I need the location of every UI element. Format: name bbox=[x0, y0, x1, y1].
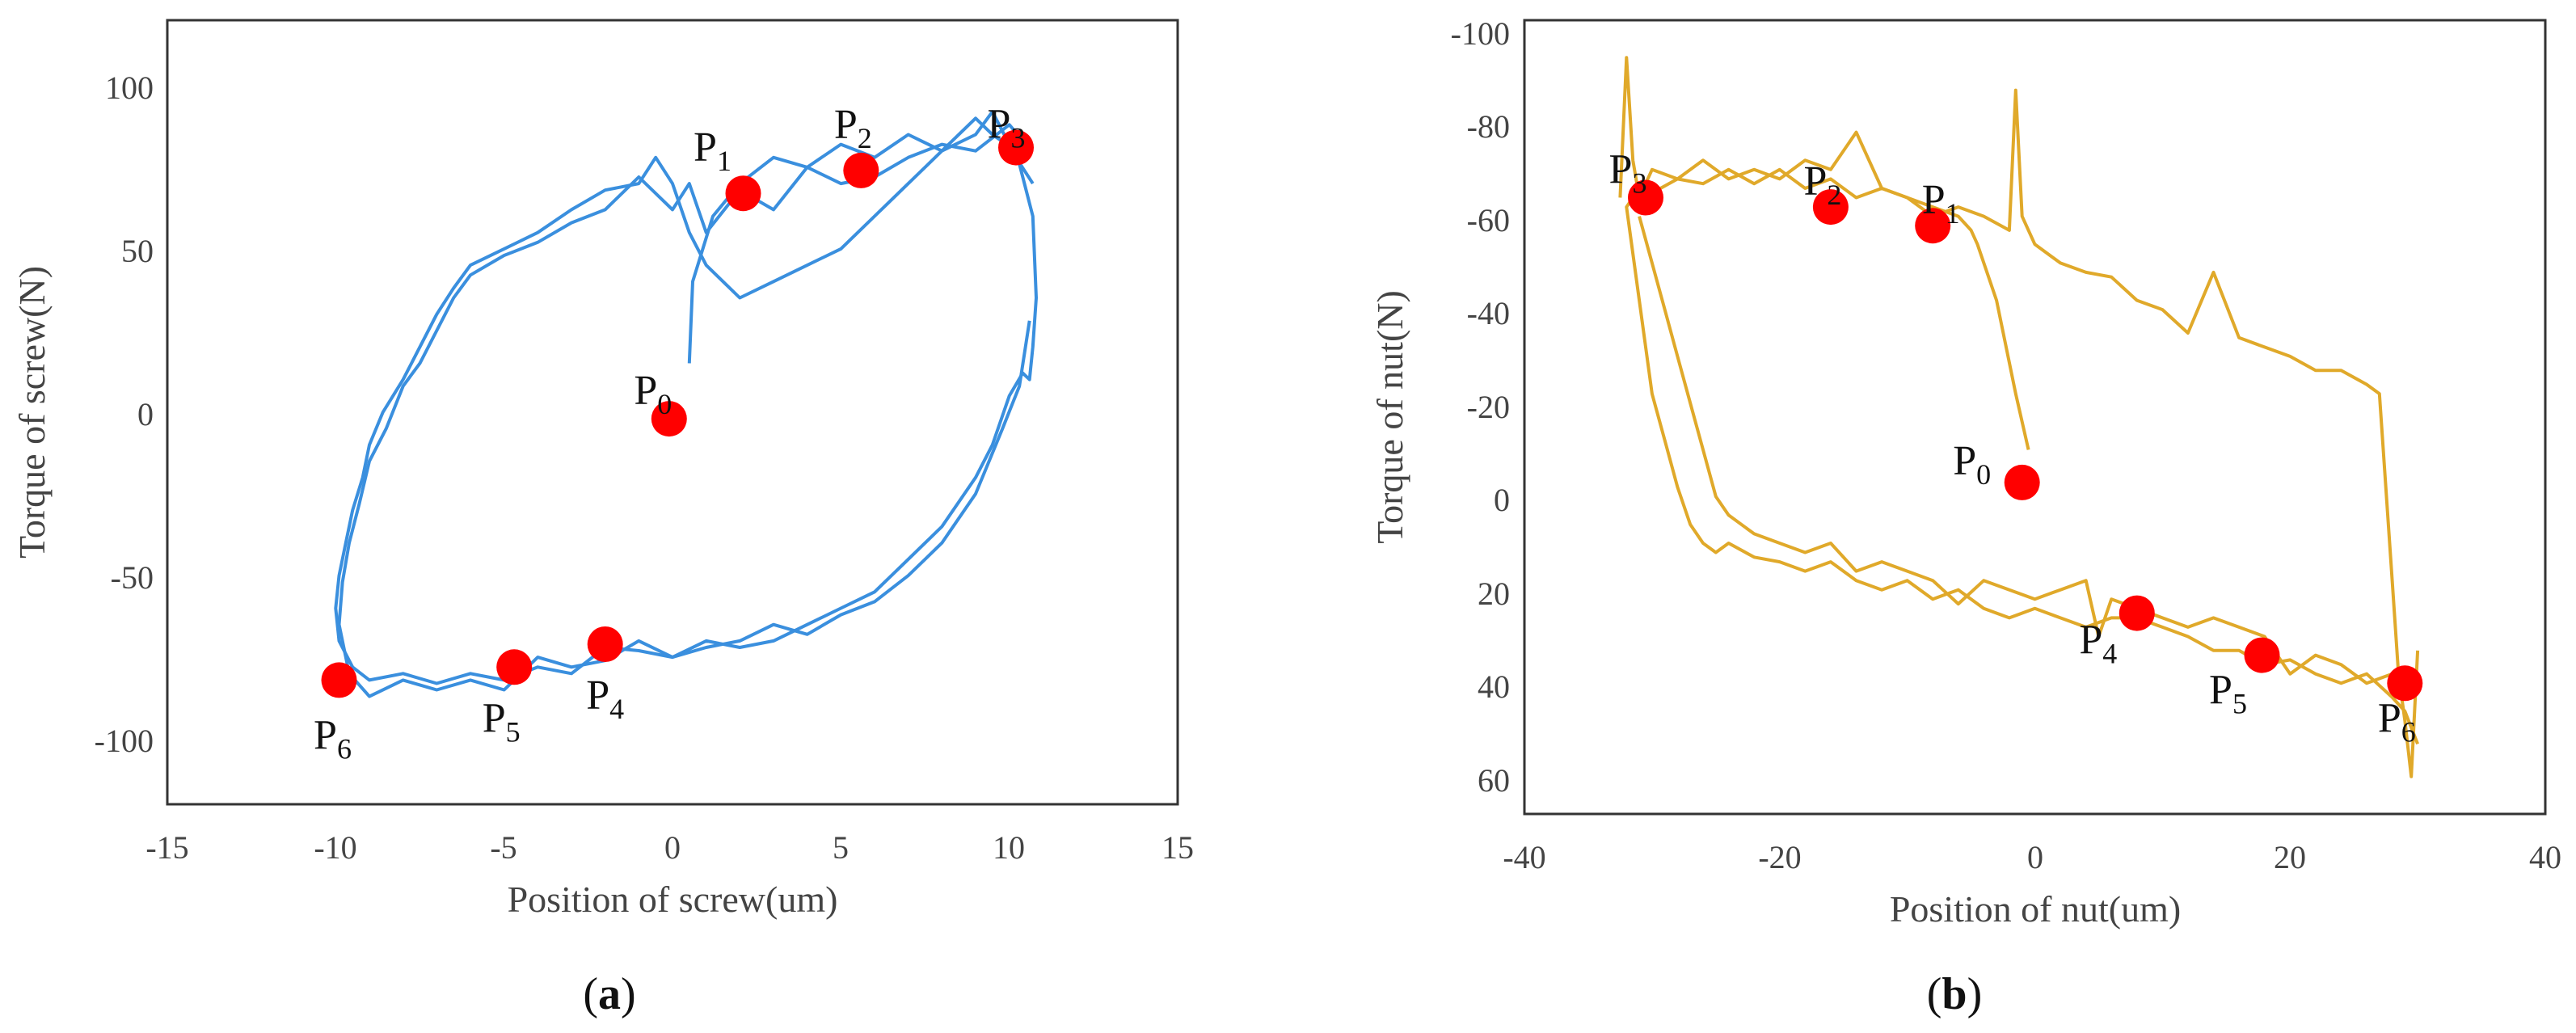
series-line bbox=[1618, 56, 2420, 778]
y-tick-label-b: 0 bbox=[1494, 482, 1510, 518]
y-tick-label-a: 100 bbox=[105, 70, 154, 106]
point-marker bbox=[2244, 637, 2280, 673]
point-marker bbox=[843, 152, 879, 188]
y-tick-label-b: 20 bbox=[1478, 576, 1510, 612]
y-tick-label-b: -60 bbox=[1467, 202, 1510, 238]
point-label: P1 bbox=[1922, 177, 1960, 230]
point-label: P6 bbox=[314, 712, 352, 765]
x-axis-title-b: Position of nut(um) bbox=[1890, 888, 2181, 930]
x-tick-label-a: 10 bbox=[993, 829, 1025, 866]
x-tick-label-a: 0 bbox=[664, 829, 681, 866]
point-label: P2 bbox=[1803, 158, 1841, 211]
point-marker bbox=[725, 175, 761, 212]
chart-panel-a: -15 -10 -5 0 5 10 15 100 50 0 -50 -100 P… bbox=[11, 19, 1194, 1019]
x-tick-label-a: -10 bbox=[314, 829, 356, 866]
x-tick-label-b: 20 bbox=[2274, 839, 2306, 875]
point-marker bbox=[651, 401, 687, 437]
plot-frame-a bbox=[166, 19, 1179, 806]
point-label: P4 bbox=[2079, 618, 2117, 670]
y-ticks-a: 100 50 0 -50 -100 bbox=[95, 70, 154, 759]
series-line bbox=[1638, 216, 2413, 698]
point-marker bbox=[998, 129, 1034, 166]
y-tick-label-a: 50 bbox=[121, 233, 154, 269]
y-tick-label-a: -50 bbox=[111, 559, 154, 596]
series-line bbox=[1625, 167, 2419, 745]
point-label: P2 bbox=[834, 102, 872, 154]
points-group-b: P0 P1 P2 P3 P4 P5 P6 bbox=[1609, 147, 2423, 748]
point-label: P3 bbox=[988, 102, 1026, 154]
x-tick-label-b: 40 bbox=[2529, 839, 2561, 875]
y-tick-label-a: -100 bbox=[95, 723, 154, 759]
point-label: P0 bbox=[1953, 438, 1991, 491]
series-line bbox=[334, 110, 1038, 685]
series-group-a bbox=[334, 110, 1038, 698]
plot-frame-b bbox=[1523, 19, 2547, 816]
point-marker bbox=[587, 626, 623, 662]
point-label: P5 bbox=[2209, 668, 2247, 720]
x-tick-label-a: -5 bbox=[490, 829, 516, 866]
point-label: P1 bbox=[694, 124, 731, 177]
x-tick-label-a: 5 bbox=[833, 829, 849, 866]
point-marker bbox=[2387, 665, 2423, 702]
point-label: P5 bbox=[483, 695, 521, 748]
y-tick-label-b: -100 bbox=[1451, 15, 1510, 52]
x-tick-label-a: -15 bbox=[145, 829, 188, 866]
point-marker bbox=[321, 662, 357, 698]
point-marker bbox=[1812, 189, 1849, 226]
point-label: P3 bbox=[1609, 147, 1647, 200]
panel-label-b: (b) bbox=[1927, 969, 1982, 1019]
y-tick-label-b: 60 bbox=[1478, 762, 1510, 799]
y-tick-label-b: -20 bbox=[1467, 389, 1510, 425]
y-tick-label-b: -40 bbox=[1467, 295, 1510, 331]
point-marker bbox=[2119, 595, 2155, 631]
point-marker bbox=[1915, 208, 1951, 244]
point-label: P0 bbox=[634, 368, 672, 420]
x-tick-label-b: -40 bbox=[1503, 839, 1545, 875]
y-tick-label-b: 40 bbox=[1478, 668, 1510, 705]
x-tick-label-b: -20 bbox=[1758, 839, 1801, 875]
series-group-b bbox=[1618, 56, 2420, 778]
x-axis-title-a: Position of screw(um) bbox=[508, 879, 838, 920]
x-tick-label-a: 15 bbox=[1162, 829, 1194, 866]
point-marker bbox=[2004, 464, 2040, 500]
point-marker bbox=[1628, 179, 1663, 216]
point-label: P4 bbox=[586, 673, 624, 725]
x-ticks-b: -40 -20 0 20 40 bbox=[1503, 839, 2561, 875]
point-label: P6 bbox=[2378, 695, 2416, 748]
y-tick-label-a: 0 bbox=[137, 396, 154, 432]
point-marker bbox=[496, 649, 533, 685]
y-tick-label-b: -80 bbox=[1467, 108, 1510, 145]
y-axis-title-b: Torque of nut(N) bbox=[1369, 290, 1410, 544]
x-ticks-a: -15 -10 -5 0 5 10 15 bbox=[145, 829, 1194, 866]
y-axis-title-a: Torque of screw(N) bbox=[11, 266, 53, 559]
chart-panel-b: -40 -20 0 20 40 -100 -80 -60 -40 -20 0 2… bbox=[1369, 15, 2561, 1019]
panel-label-a: (a) bbox=[583, 969, 635, 1019]
x-tick-label-b: 0 bbox=[2027, 839, 2043, 875]
points-group-a: P0 P1 P2 P3 P4 P5 P6 bbox=[314, 102, 1034, 765]
y-ticks-b: -100 -80 -60 -40 -20 0 20 40 60 bbox=[1451, 15, 1510, 799]
